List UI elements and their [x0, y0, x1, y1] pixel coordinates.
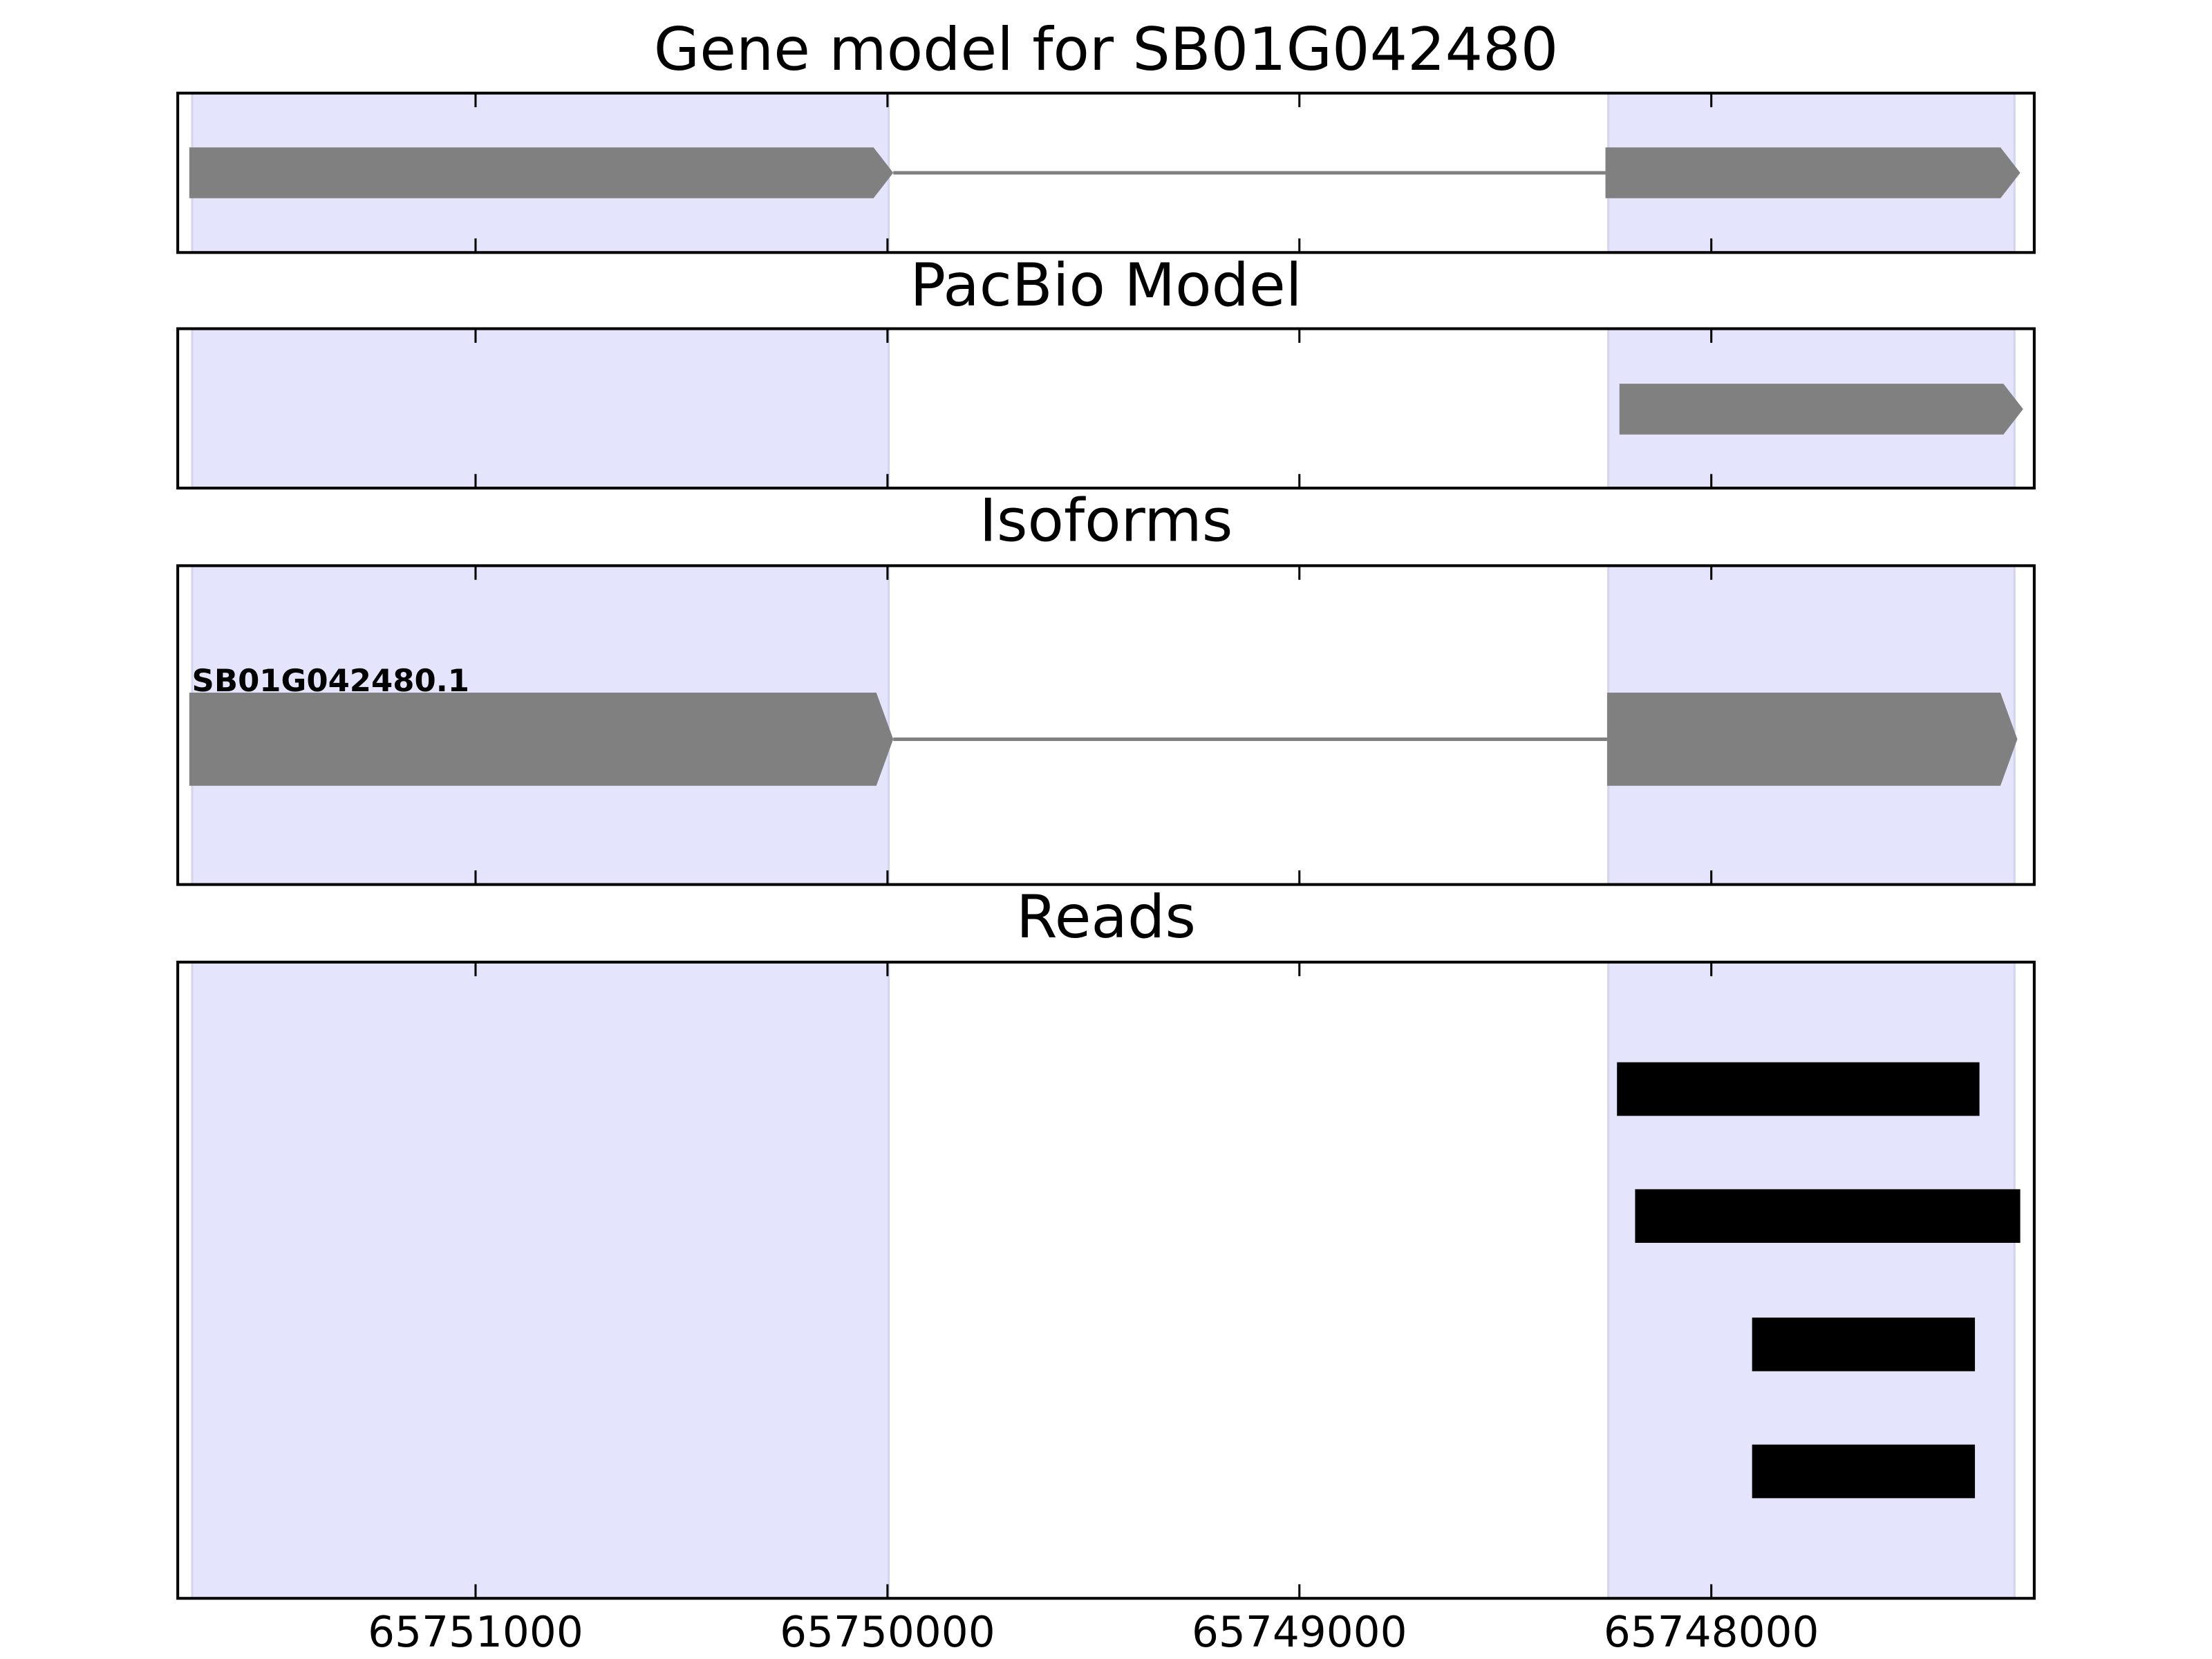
isoform-label: SB01G042480.1: [192, 662, 469, 699]
read: [1752, 1318, 1976, 1371]
x-tick-label: 65751000: [368, 1608, 583, 1657]
panel-frame: [176, 91, 2036, 254]
exon: [189, 147, 894, 198]
panel-title: Reads: [1016, 883, 1196, 952]
read: [1635, 1189, 2021, 1243]
read: [1617, 1062, 1980, 1116]
exon: [1619, 384, 2023, 435]
panel-frame: [176, 327, 2036, 490]
panel-frame: [176, 960, 2036, 1600]
exon-highlight: [191, 961, 890, 1600]
exon: [189, 693, 894, 786]
exon-highlight: [191, 327, 890, 489]
x-tick-label: 65749000: [1192, 1608, 1407, 1657]
panel-title: Gene model for SB01G042480: [654, 15, 1558, 84]
panel-title: Isoforms: [980, 487, 1233, 556]
exon: [1606, 693, 2018, 786]
read: [1752, 1444, 1976, 1499]
exon: [1605, 147, 2021, 198]
exon-highlight: [1607, 961, 2016, 1600]
panel-title: PacBio Model: [910, 251, 1302, 320]
x-tick-label: 65748000: [1604, 1608, 1819, 1657]
x-tick-label: 65750000: [780, 1608, 995, 1657]
panel-frame: [176, 564, 2036, 886]
